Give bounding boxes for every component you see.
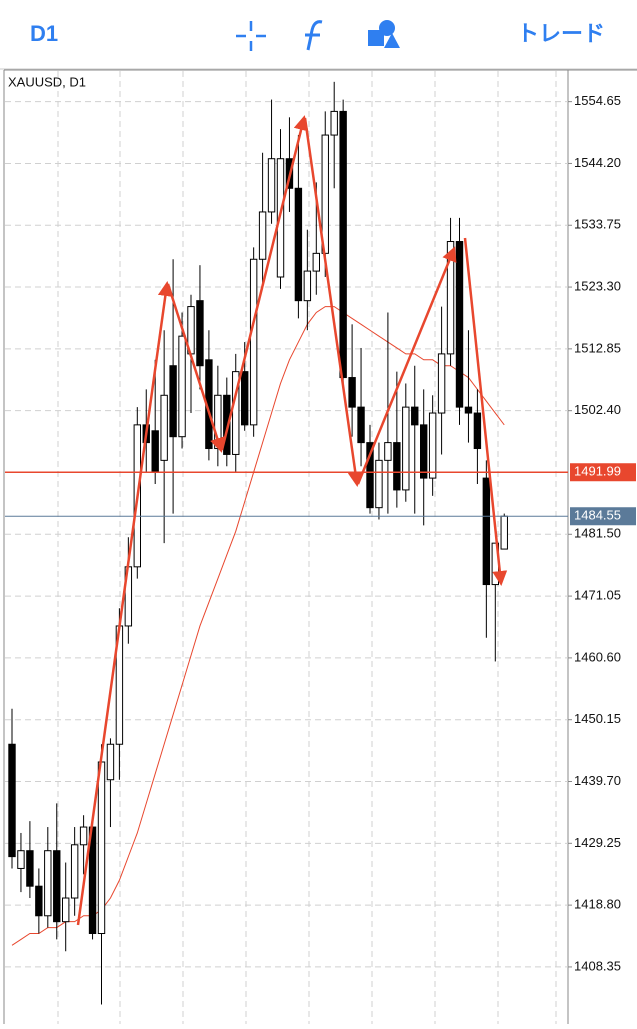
candle-body (411, 406, 419, 426)
price-badge (570, 463, 636, 482)
chart-title: XAUUSD, D1 (8, 74, 86, 89)
candle-body (482, 477, 491, 586)
price-badge (570, 507, 636, 526)
price-label: 1554.65 (574, 93, 621, 108)
candle-body (473, 412, 482, 450)
price-label: 1450.15 (574, 711, 621, 726)
candle-body (455, 241, 464, 408)
price-label: 1512.85 (574, 340, 621, 355)
candle-body (79, 826, 88, 846)
zigzag-annotation (76, 115, 508, 926)
timeframe-button[interactable]: D1 (30, 21, 58, 46)
price-label: 1471.05 (574, 588, 621, 603)
candle-body (232, 371, 240, 455)
plot (5, 81, 568, 1005)
candle-body (384, 442, 392, 461)
candle-body (294, 187, 303, 302)
candle-body (402, 406, 410, 491)
candle-body (446, 241, 455, 355)
candle-body (500, 515, 508, 550)
price-label: 1439.70 (574, 773, 621, 788)
price-label: 1408.35 (574, 958, 621, 973)
price-badge-label: 1484.55 (574, 508, 621, 523)
price-badge-label: 1491.99 (574, 464, 621, 479)
candle-body (241, 371, 249, 426)
price-label: 1418.80 (574, 897, 621, 912)
price-label: 1544.20 (574, 155, 621, 170)
candle-body (303, 270, 312, 302)
candle-body (330, 110, 338, 136)
indicator-icon[interactable] (305, 20, 323, 51)
candle-body (267, 158, 276, 213)
candle-body (70, 844, 79, 899)
candle-body (321, 134, 329, 254)
candle-body (249, 258, 258, 426)
candle-body (97, 761, 106, 935)
price-label: 1460.60 (574, 649, 621, 664)
candle-body (393, 442, 401, 491)
candle-body (178, 335, 186, 438)
candle-body (348, 377, 356, 408)
vertical-grid (57, 71, 557, 1024)
candle-body (106, 743, 115, 781)
candle-body (437, 353, 446, 414)
price-label: 1523.30 (574, 278, 621, 293)
candle-body (8, 743, 16, 858)
candle-body (35, 885, 43, 917)
crosshair-icon[interactable] (236, 21, 266, 51)
candle-body (151, 430, 159, 473)
candle-body (53, 850, 61, 923)
moving-average (11, 306, 505, 946)
candle-body (339, 110, 347, 379)
candle-body (17, 850, 25, 869)
candle-body (375, 459, 383, 509)
candle-body (196, 300, 204, 367)
candle-body (420, 424, 428, 479)
objects-icon[interactable] (368, 20, 400, 48)
candle-body (160, 394, 168, 461)
candle-body (62, 897, 70, 923)
price-label: 1533.75 (574, 217, 621, 232)
price-label: 1429.25 (574, 835, 621, 850)
price-label: 1502.40 (574, 402, 621, 417)
candle-body (26, 850, 34, 887)
price-label: 1481.50 (574, 526, 621, 541)
candle-body (258, 211, 267, 260)
candle-body (366, 442, 374, 509)
trade-button[interactable]: トレード (517, 21, 605, 46)
candle-body (312, 252, 321, 272)
candle-body (223, 394, 231, 455)
candle-body (44, 850, 52, 917)
candle-body (428, 412, 437, 479)
candle-body (464, 406, 473, 414)
candle-body (169, 365, 177, 438)
candle-body (357, 406, 365, 444)
